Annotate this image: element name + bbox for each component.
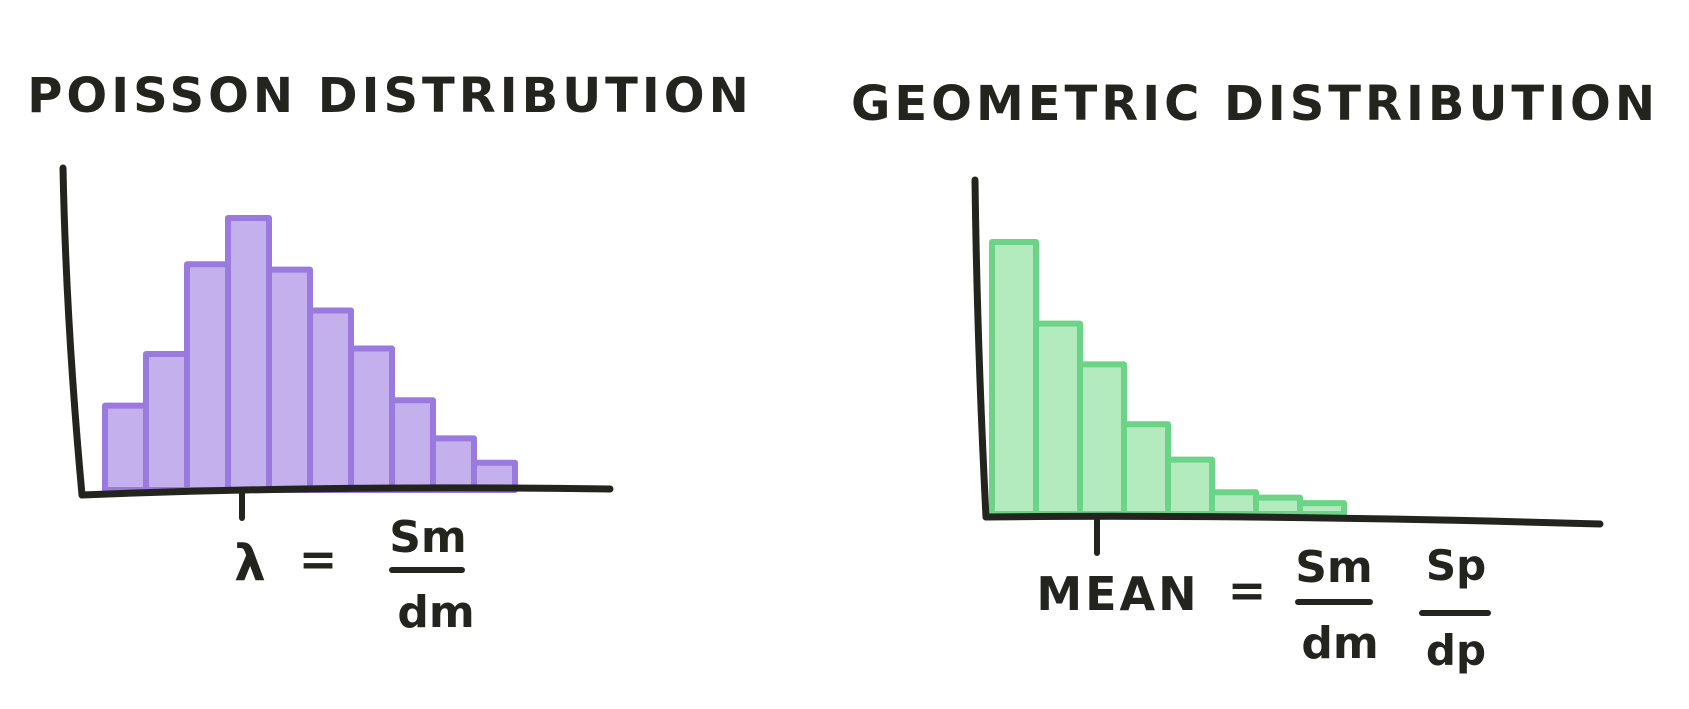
geometric-fraction-2-numerator: Sp bbox=[1426, 541, 1486, 590]
geometric-fraction-1-denominator: dm bbox=[1301, 618, 1378, 669]
poisson-bar-5 bbox=[266, 266, 313, 493]
poisson-title: POISSON DISTRIBUTION bbox=[27, 68, 753, 124]
poisson-bars bbox=[102, 215, 518, 494]
poisson-bar-9 bbox=[430, 435, 477, 494]
poisson-chart: POISSON DISTRIBUTION λ = Sm dm bbox=[27, 68, 753, 638]
poisson-annotation-lhs: λ bbox=[234, 534, 266, 592]
geometric-annotation-lhs: MEAN bbox=[1036, 567, 1199, 621]
poisson-annotation: λ = Sm dm bbox=[234, 512, 474, 638]
geometric-bar-4 bbox=[1121, 421, 1171, 517]
geometric-title: GEOMETRIC DISTRIBUTION bbox=[851, 76, 1659, 132]
poisson-bar-3 bbox=[184, 261, 231, 493]
poisson-fraction-denominator: dm bbox=[397, 587, 474, 638]
geometric-bar-3 bbox=[1077, 361, 1127, 517]
geometric-bar-7 bbox=[1253, 494, 1303, 517]
poisson-annotation-equals: = bbox=[299, 532, 338, 586]
geometric-y-axis bbox=[971, 176, 990, 521]
geometric-bar-2 bbox=[1033, 320, 1083, 517]
poisson-bar-7 bbox=[348, 345, 395, 493]
poisson-bar-2 bbox=[143, 351, 190, 493]
poisson-bar-4 bbox=[225, 215, 272, 493]
geometric-fraction-2-denominator: dp bbox=[1426, 626, 1486, 675]
geometric-bar-6 bbox=[1209, 489, 1259, 517]
geometric-bar-1 bbox=[989, 239, 1039, 517]
geometric-annotation: MEAN = Sm dm Sp dp bbox=[1036, 541, 1491, 675]
poisson-bar-8 bbox=[389, 397, 436, 493]
poisson-bar-1 bbox=[102, 402, 149, 493]
geometric-fraction-1-numerator: Sm bbox=[1295, 542, 1373, 593]
poisson-y-axis bbox=[59, 164, 86, 499]
poisson-fraction-numerator: Sm bbox=[389, 512, 467, 563]
geometric-x-axis bbox=[982, 512, 1604, 528]
geometric-chart: GEOMETRIC DISTRIBUTION MEAN = Sm dm Sp d… bbox=[851, 76, 1659, 675]
poisson-x-axis bbox=[78, 484, 614, 499]
geometric-bar-5 bbox=[1165, 456, 1215, 518]
geometric-bars bbox=[989, 239, 1347, 518]
geometric-bar-8 bbox=[1297, 500, 1347, 517]
poisson-bar-6 bbox=[307, 307, 354, 494]
geometric-annotation-equals: = bbox=[1228, 563, 1267, 617]
